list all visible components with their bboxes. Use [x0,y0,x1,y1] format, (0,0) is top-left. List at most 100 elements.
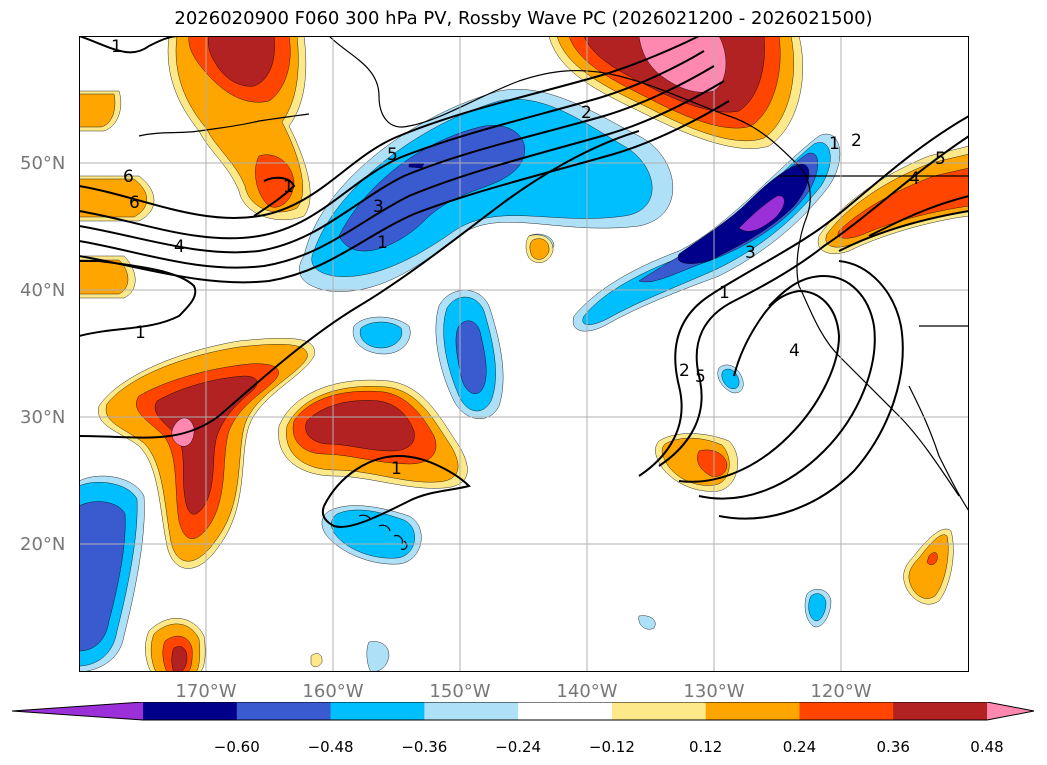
contour-label: 1 [111,37,122,57]
lon-label-130w: 130°W [683,681,745,702]
positive-anomaly-region [908,534,949,599]
contour-label: 1 [391,459,402,479]
lon-label-170w: 170°W [175,681,237,702]
contour-label: 4 [174,237,185,257]
colorbar-tick-label: −0.48 [307,738,354,756]
contour-label: 6 [129,193,140,213]
colorbar-segment [893,702,988,720]
colorbar-tick-label: −0.36 [401,738,448,756]
graticule [79,36,969,672]
pv-contour [79,50,705,240]
negative-anomaly-band [677,163,810,264]
colorbar-tick-label: 0.12 [688,738,723,756]
lon-label-150w: 150°W [429,681,491,702]
colorbar-segment [799,702,894,720]
negative-anomaly-blob [331,509,415,559]
pv-contour [253,176,296,217]
pv-contour [838,210,969,252]
contour-label: 4 [789,341,800,361]
pv-contour [79,36,180,54]
contour-label: 2 [581,103,592,123]
positive-anomaly-region [171,646,188,672]
lon-label-120w: 120°W [810,681,872,702]
positive-anomaly-region [310,653,323,667]
contour-label: 5 [935,149,946,169]
positive-anomaly-region [837,167,969,239]
pv-contour [79,260,197,337]
contour-label: 3 [373,197,384,217]
colorbar-segment [330,702,425,720]
contour-label: 1 [135,323,146,343]
contour-label: 2 [851,131,862,151]
lon-label-140w: 140°W [556,681,618,702]
pv-contour [698,274,876,500]
pv-contour [79,130,640,439]
lat-label-20n: 20°N [20,534,66,555]
negative-anomaly-blob [808,593,827,622]
negative-anomaly-band [738,195,785,232]
baja-california [908,385,969,512]
pv-contour [79,80,725,269]
contour-label: 2 [679,361,690,381]
map-title: 2026020900 F060 300 hPa PV, Rossby Wave … [174,8,873,29]
pv-contour [678,289,841,483]
lat-label-50n: 50°N [20,153,66,174]
negative-anomaly-blob [638,615,656,630]
positive-anomaly-region [79,93,116,128]
alaska-coastline [328,36,800,167]
pv-contour [79,65,715,254]
lat-label-40n: 40°N [20,280,66,301]
colorbar-tick-label: −0.24 [495,738,542,756]
coastlines [138,36,969,550]
colorbar-outline [11,702,1035,721]
colorbar-tick-label: −0.12 [588,738,635,756]
map-plot-area: 1 2 6 6 4 1 5 3 1 2 1 5 4 3 1 2 1 5 4 1 [79,36,969,672]
colorbar-segment [705,702,800,720]
colorbar-tick-label: 0.24 [782,738,817,756]
positive-anomaly-region [529,238,550,260]
contour-label: 5 [695,367,706,387]
colorbar-segment [143,702,238,720]
contour-label: 6 [123,167,134,187]
colorbar-segment [518,702,613,720]
hawaii-islands [358,514,408,550]
positive-anomaly-region [208,36,275,87]
canada-us-coastline [796,165,960,497]
colorbar [11,702,1035,721]
negative-anomaly-band [338,125,525,252]
positive-anomaly-region [926,552,938,565]
contour-label: 1 [377,233,388,253]
positive-anomaly-region [171,417,195,447]
colorbar-segment [611,702,707,720]
contour-label: 1 [829,134,840,154]
pv-contour [868,195,969,237]
pv-contour [79,36,700,220]
pv-contour [658,135,969,467]
negative-anomaly-blob [359,321,403,349]
negative-anomaly-blob [366,641,390,672]
negative-anomaly-band [408,162,425,169]
contour-label: 1 [719,283,730,303]
pv-contour [321,454,471,528]
colorbar-tick-label: −0.60 [213,738,260,756]
contour-label: 4 [909,169,920,189]
contour-label: 5 [387,145,398,165]
positive-anomaly-region [79,259,129,295]
colorbar-tick-label: 0.36 [876,738,910,756]
aleutian-islands [138,113,310,137]
pv-contour [718,260,904,520]
lat-label-30n: 30°N [20,407,66,428]
pv-contour [79,100,730,284]
contour-labels: 1 2 6 6 4 1 5 3 1 2 1 5 4 3 1 2 1 5 4 1 [111,37,946,479]
colorbar-tick-label: 0.48 [970,738,1004,756]
colorbar-extend-high [987,702,1034,720]
colorbar-segment [424,702,519,720]
negative-anomaly-blob [79,501,126,652]
lon-label-160w: 160°W [302,681,364,702]
positive-anomaly-region [697,449,728,477]
contour-label: 3 [745,243,756,263]
colorbar-segment [236,702,332,720]
contour-label: 1 [283,177,294,197]
negative-anomaly-blob [455,320,487,394]
pv-contour [638,115,969,477]
